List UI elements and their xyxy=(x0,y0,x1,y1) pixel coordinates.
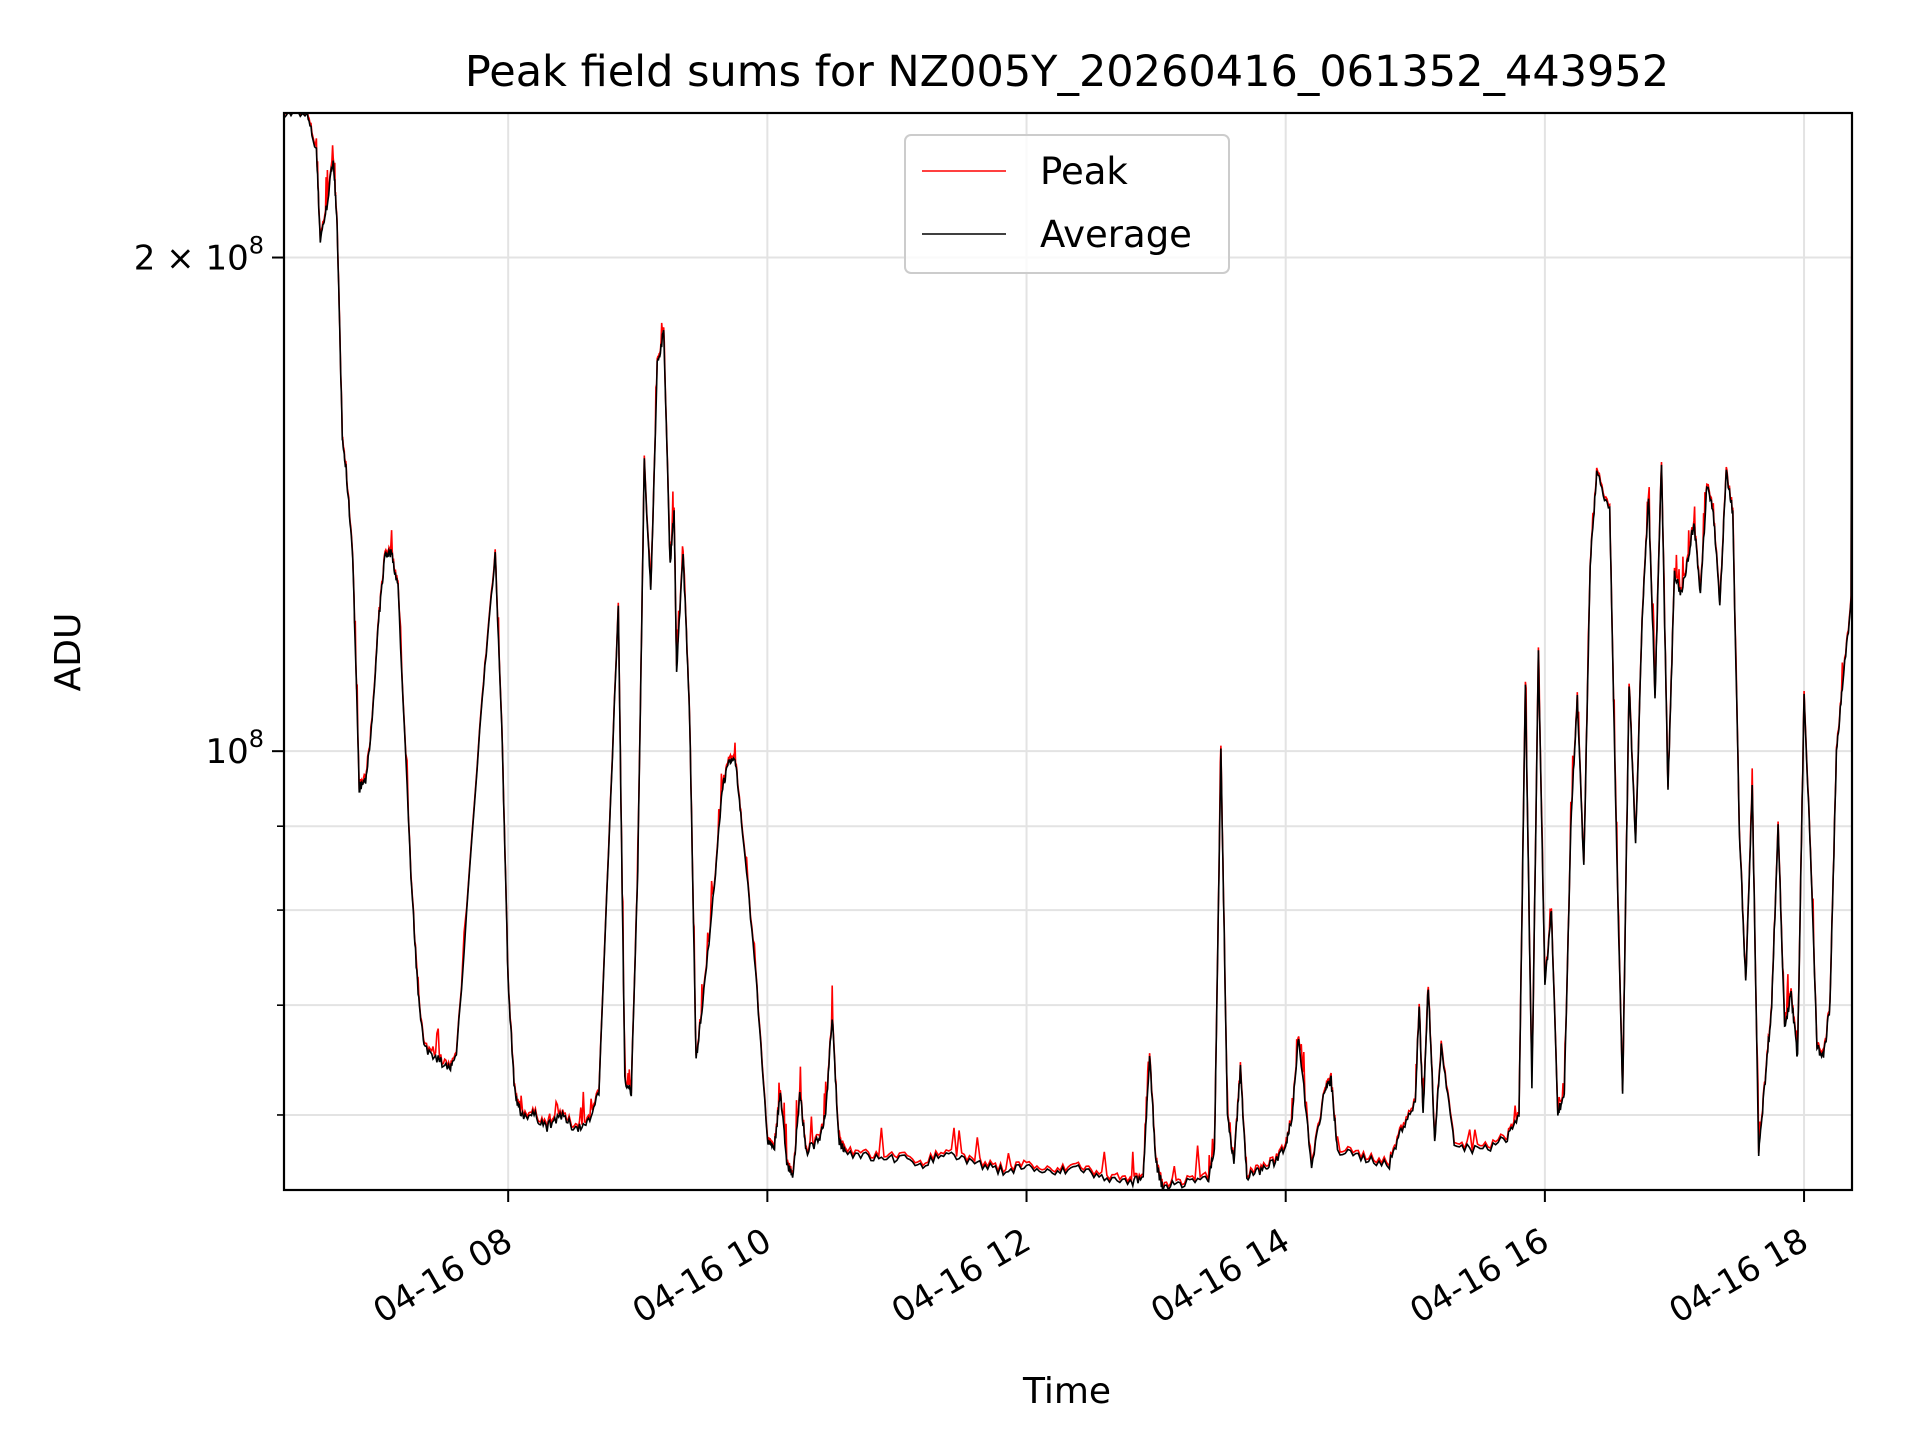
plot-frame xyxy=(282,111,1854,1192)
y-tick-label: 2 × 108 xyxy=(134,232,264,279)
x-axis-label: Time xyxy=(1022,1371,1111,1412)
legend: Peak Average xyxy=(904,134,1230,274)
legend-box xyxy=(904,134,1230,274)
y-axis-label: ADU xyxy=(48,613,89,692)
legend-label-average: Average xyxy=(1040,213,1192,256)
chart-title: Peak field sums for NZ005Y_20260416_0613… xyxy=(465,47,1669,97)
series-layer xyxy=(284,113,1852,1190)
series-line-average xyxy=(284,113,1852,1190)
legend-label-peak: Peak xyxy=(1040,150,1128,193)
grid xyxy=(284,113,1852,1190)
y-tick-label: 108 xyxy=(205,725,264,772)
